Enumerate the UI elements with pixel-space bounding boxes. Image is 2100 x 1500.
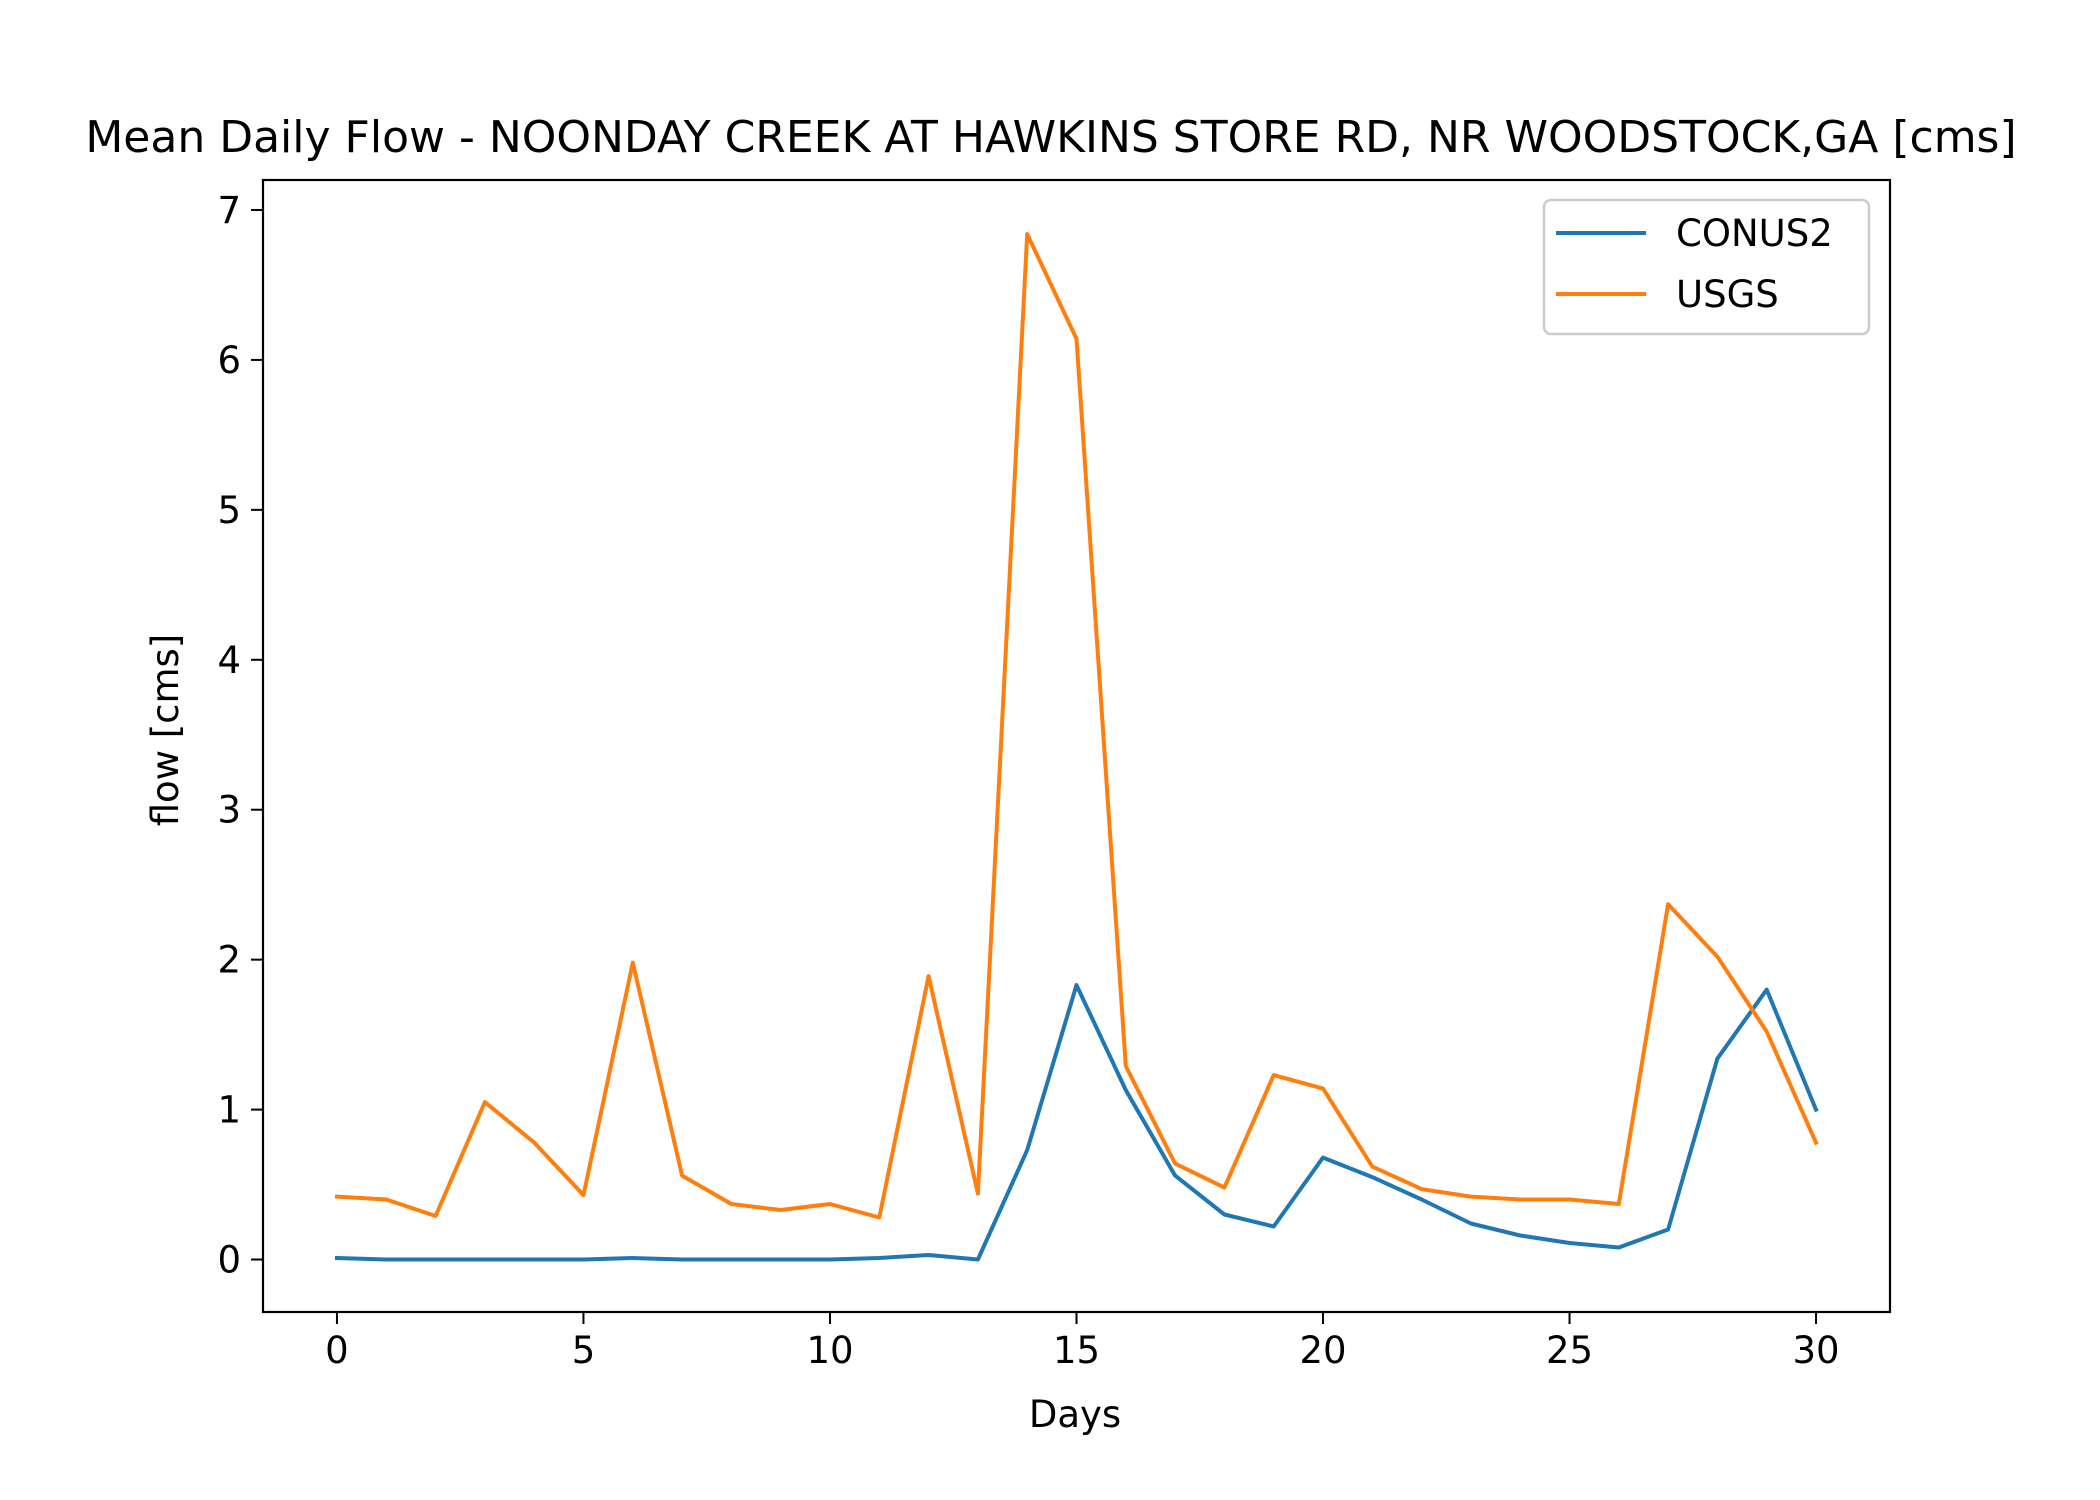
y-tick-label: 4 [217,639,241,682]
x-tick-label: 25 [1546,1329,1593,1372]
y-tick-label: 1 [217,1089,241,1132]
y-tick-label: 5 [217,489,241,532]
y-tick-label: 0 [217,1239,241,1282]
y-tick-label: 7 [217,189,241,232]
legend-label-usgs: USGS [1676,273,1779,316]
chart-title: Mean Daily Flow - NOONDAY CREEK AT HAWKI… [85,112,2016,163]
series-line-usgs [334,232,1819,1220]
x-tick-label: 30 [1792,1329,1839,1372]
legend: CONUS2 USGS [1542,198,1871,336]
x-axis-label: Days [1029,1393,1121,1436]
legend-label-conus2: CONUS2 [1676,212,1833,255]
x-tick-label: 15 [1053,1329,1100,1372]
plot-area: 0 5 10 15 20 25 30 0 1 2 3 4 5 6 7 [217,178,1892,1372]
y-tick-label: 6 [217,339,241,382]
y-tick-label: 3 [217,789,241,832]
series-line-conus2 [334,983,1819,1262]
y-axis-label: flow [cms] [144,634,187,827]
y-tick-label: 2 [217,939,241,982]
x-tick-label: 20 [1299,1329,1346,1372]
x-tick-label: 5 [572,1329,596,1372]
x-tick-label: 10 [806,1329,853,1372]
x-tick-label: 0 [325,1329,349,1372]
